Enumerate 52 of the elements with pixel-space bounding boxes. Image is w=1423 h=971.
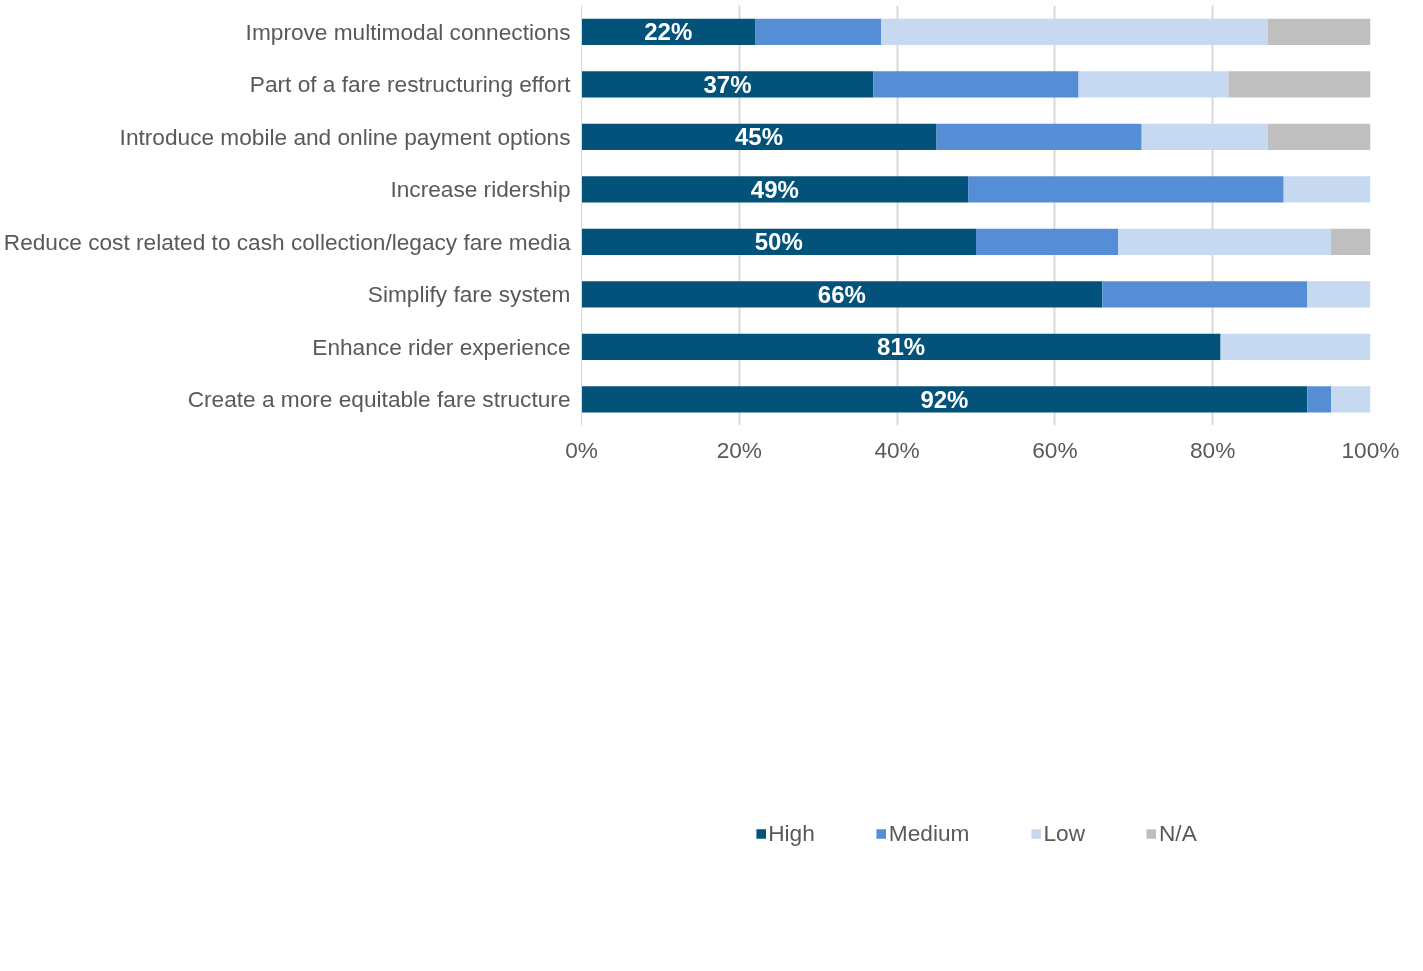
bar [1267,18,1371,45]
data-label: 81% [877,333,926,361]
x-tick-label: 100% [1341,436,1400,463]
data-label: 49% [750,175,799,203]
data-label: 37% [703,70,752,98]
bar [976,228,1119,255]
bar [581,176,969,203]
bar [581,228,976,255]
y-tick-label: Simplify fare system [367,281,571,308]
y-tick-label: Create a more equitable fare structure [187,386,571,413]
x-tick-label: 80% [1190,436,1236,463]
bar [1331,386,1371,413]
legend-label: Medium [888,819,970,847]
bar [1228,71,1371,98]
bar [581,71,874,98]
y-tick-label: Introduce mobile and online payment options [119,123,571,150]
bar [1118,228,1332,255]
bar [581,281,1103,308]
bar [1307,281,1371,308]
bar [968,176,1284,203]
bar [581,333,1221,360]
bar [581,386,1308,413]
bar [1283,176,1371,203]
bar [873,71,1079,98]
data-label: 66% [817,280,866,308]
legend-label: Low [1043,819,1085,847]
x-tick-label: 0% [565,436,598,463]
data-label: 45% [735,123,784,151]
y-tick-label: Enhance rider experience [312,333,571,360]
bar [1331,228,1371,255]
bar [1078,71,1229,98]
x-tick-label: 20% [716,436,762,463]
y-tick-label: Improve multimodal connections [245,18,571,45]
bar [1220,333,1371,360]
data-label: 50% [754,228,803,256]
bar [1307,386,1332,413]
data-label: 22% [644,18,693,46]
y-tick-label: Reduce cost related to cash collection/legacy fare media [3,228,571,255]
bar [936,123,1142,150]
x-tick-label: 40% [874,436,920,463]
y-tick-label: Part of a fare restructuring effort [249,71,572,98]
bar [755,18,882,45]
bar [1267,123,1371,150]
x-tick-label: 60% [1032,436,1078,463]
data-label: 92% [920,385,969,413]
bar [881,18,1268,45]
legend-label: N/A [1158,819,1197,847]
bar [581,123,937,150]
y-tick-label: Increase ridership [390,176,571,203]
legend-label: High [768,819,815,847]
bar [1102,281,1308,308]
bar [1141,123,1268,150]
